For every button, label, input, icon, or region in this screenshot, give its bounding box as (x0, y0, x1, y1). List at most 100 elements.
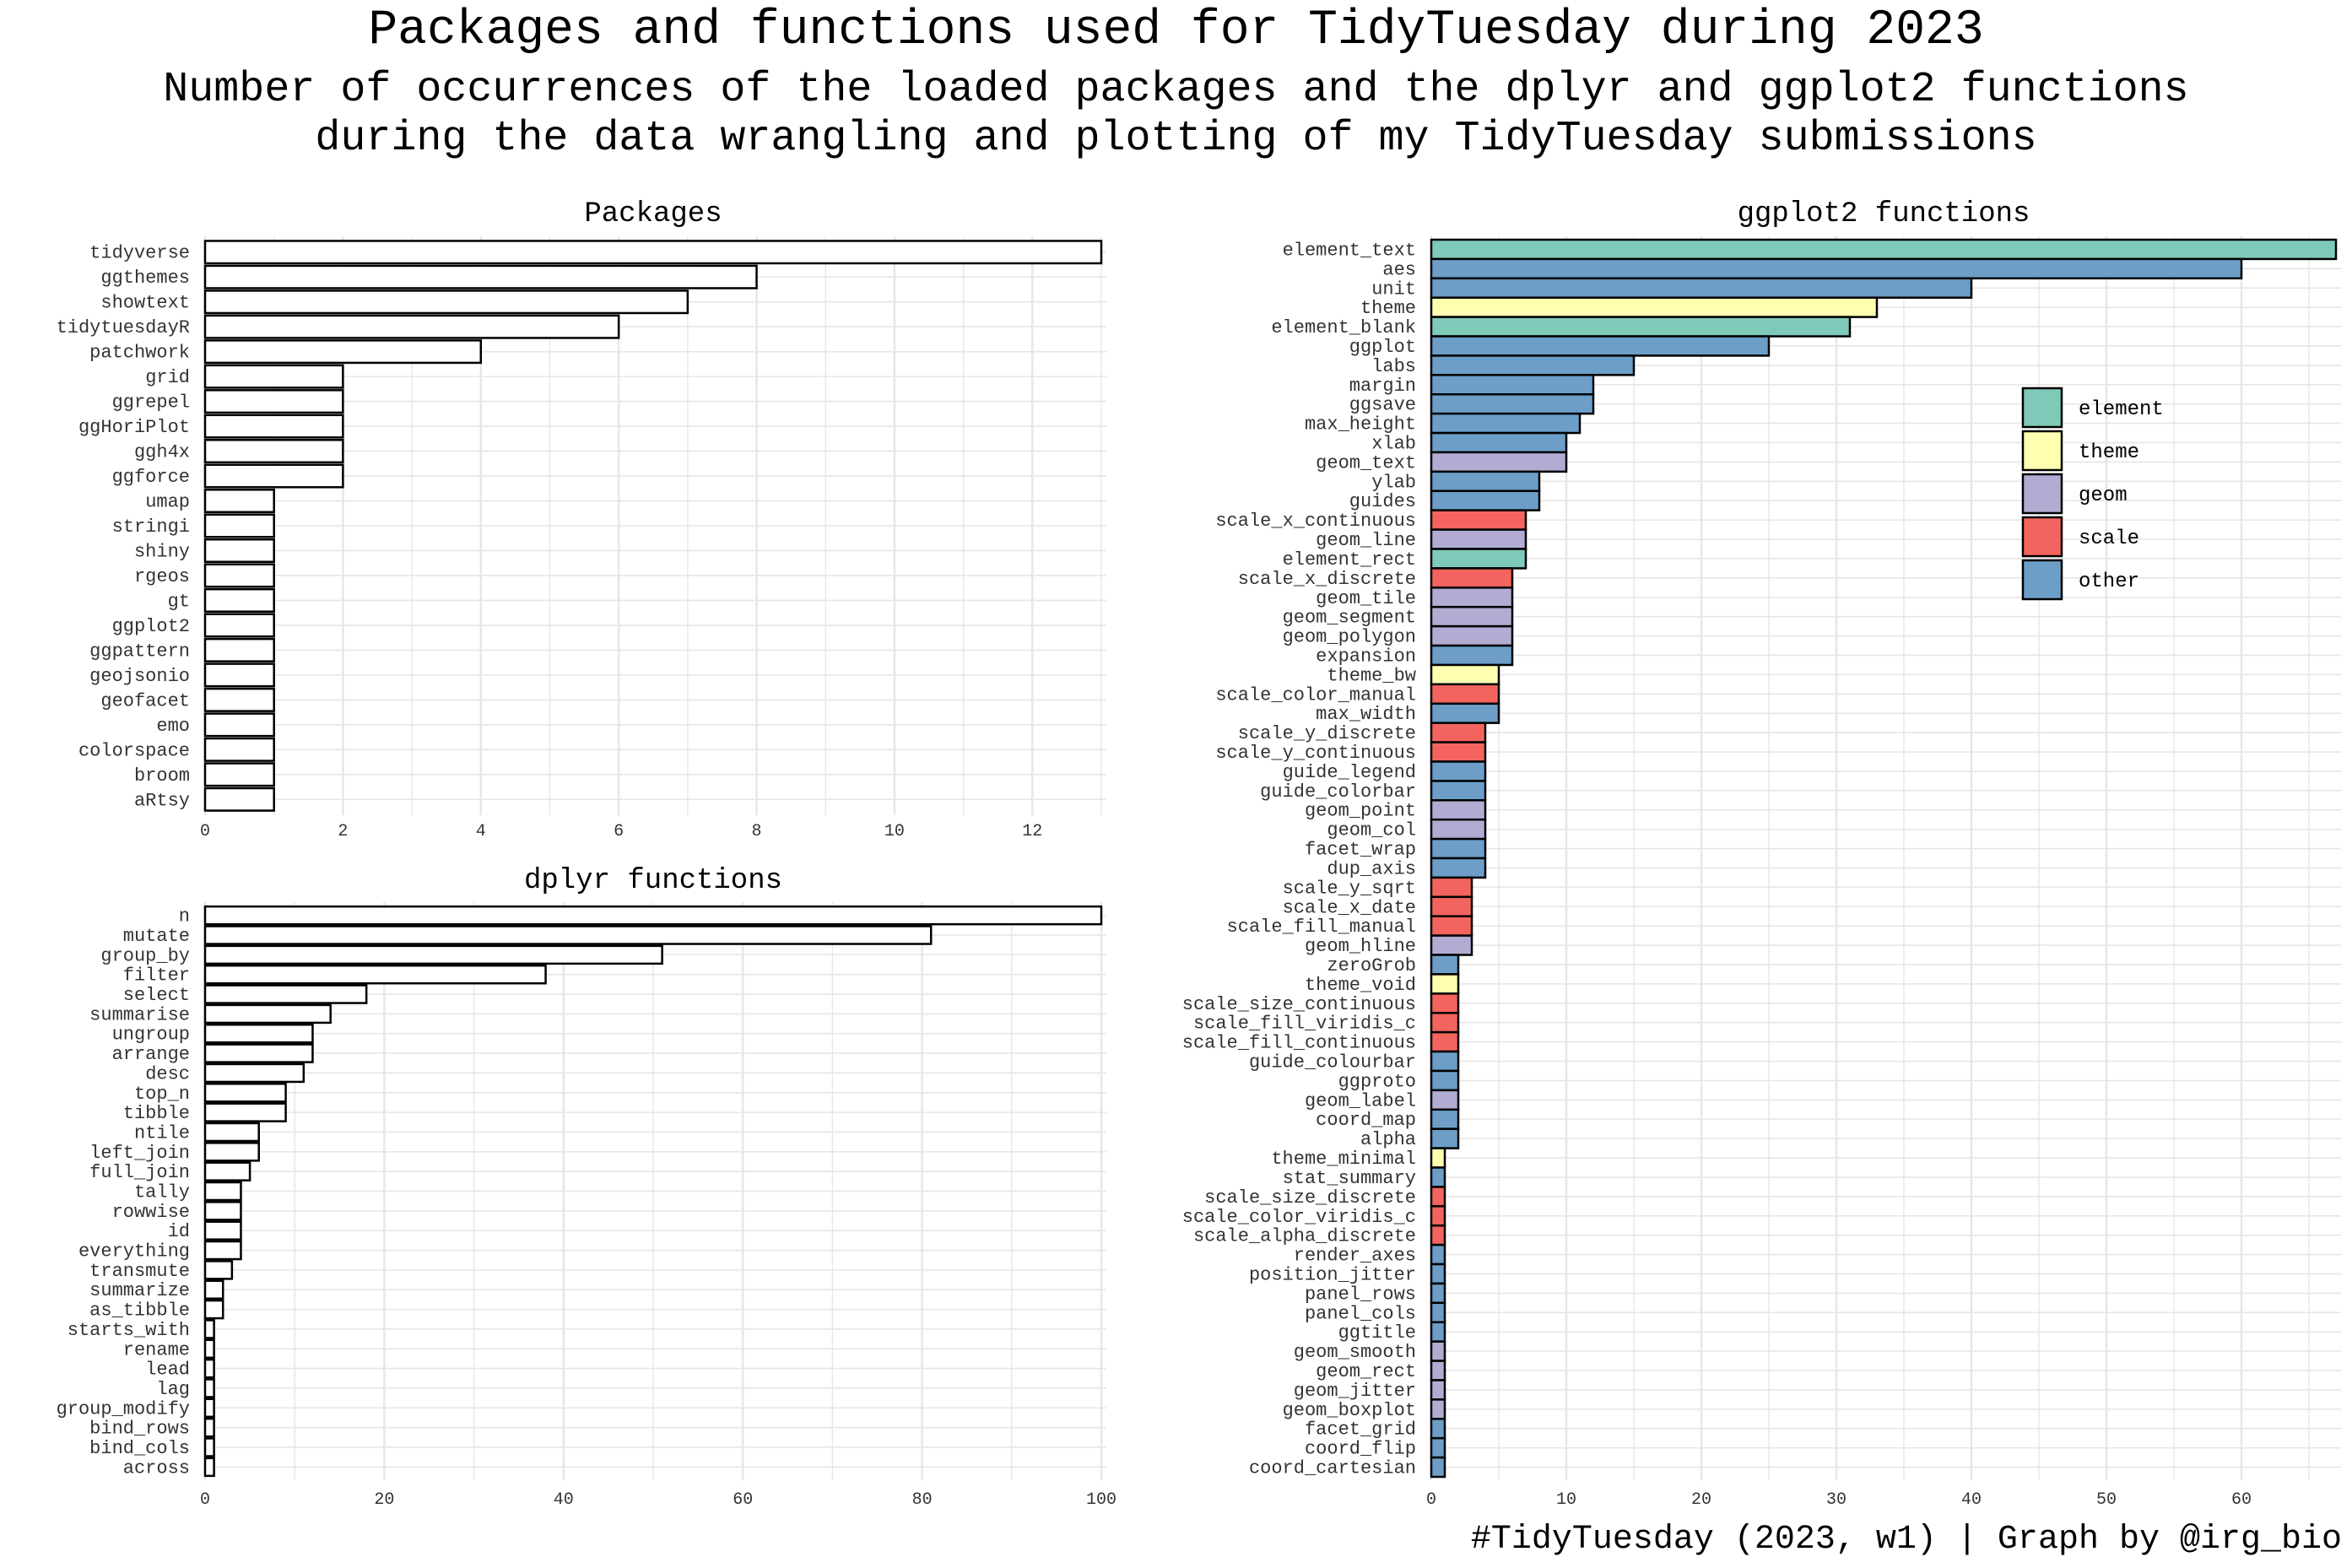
bar-stat_summary (1430, 1166, 1446, 1188)
category-label: bind_cols (89, 1438, 190, 1459)
bar-element_rect (1430, 548, 1527, 570)
bar-summarize (203, 1279, 224, 1300)
legend-key-theme (2021, 430, 2063, 472)
category-label: full_join (89, 1162, 190, 1183)
bar-scale_x_date (1430, 895, 1473, 917)
bar-ungroup (203, 1023, 314, 1044)
bar-theme (1430, 296, 1879, 318)
bar-render_axes (1430, 1243, 1446, 1266)
category-label: ggproto (1338, 1071, 1416, 1092)
bar-umap (203, 489, 275, 514)
bar-theme_void (1430, 973, 1460, 995)
bar-scale_fill_viridis_c (1430, 1012, 1460, 1034)
bar-scale_size_continuous (1430, 992, 1460, 1014)
legend-label-other: other (2079, 570, 2139, 593)
bar-geofacet (203, 687, 275, 712)
legend-key-geom (2021, 473, 2063, 515)
category-label: group_by (100, 945, 190, 966)
category-label: group_modify (57, 1398, 190, 1419)
bar-geom_boxplot (1430, 1398, 1446, 1420)
bar-arrange (203, 1043, 314, 1063)
bar-labs (1430, 354, 1636, 376)
bar-ggplot (1430, 335, 1771, 357)
x-tick-label: 6 (614, 822, 624, 841)
category-label: rgeos (134, 566, 190, 587)
bar-geom_jitter (1430, 1379, 1446, 1401)
bar-ntile (203, 1122, 260, 1143)
category-label: everything (78, 1241, 190, 1263)
category-label: summarise (89, 1004, 190, 1025)
category-label: geom_rect (1316, 1361, 1416, 1382)
category-label: scale_x_discrete (1238, 569, 1416, 590)
x-tick-label: 4 (476, 822, 486, 841)
chart-subtitle: Number of occurrences of the loaded pack… (0, 66, 2352, 164)
bar-unit (1430, 277, 1973, 299)
bar-emo (203, 712, 275, 738)
bar-rowwise (203, 1201, 242, 1221)
category-label: tidyverse (89, 243, 190, 264)
category-label: scale_y_sqrt (1283, 878, 1416, 899)
bar-tibble (203, 1102, 287, 1122)
x-tick-label: 40 (1961, 1490, 1982, 1510)
category-label: scale_x_continuous (1215, 511, 1416, 532)
bar-scale_y_sqrt (1430, 876, 1473, 899)
bar-coord_flip (1430, 1436, 1446, 1459)
bar-across (203, 1457, 215, 1478)
category-label: geom_point (1305, 801, 1416, 822)
panel-title-1: dplyr functions (524, 865, 782, 897)
category-label: theme_void (1305, 975, 1416, 996)
category-label: geom_smooth (1294, 1342, 1416, 1363)
category-label: render_axes (1294, 1246, 1416, 1267)
x-tick-label: 8 (752, 822, 762, 841)
bar-scale_fill_continuous (1430, 1030, 1460, 1053)
bar-geom_tile (1430, 587, 1514, 608)
category-label: ylab (1371, 472, 1416, 493)
category-label: filter (123, 965, 190, 987)
bar-left_join (203, 1142, 260, 1162)
bar-top_n (203, 1083, 287, 1103)
panel-title-2: ggplot2 functions (1738, 198, 2030, 230)
category-label: tibble (123, 1103, 190, 1124)
category-label: scale_fill_viridis_c (1193, 1014, 1416, 1035)
category-label: aes (1382, 259, 1416, 280)
bar-summarise (203, 1003, 332, 1025)
bar-mutate (203, 925, 933, 945)
category-label: element_text (1283, 240, 1416, 261)
category-label: colorspace (78, 740, 190, 761)
bar-expansion (1430, 644, 1514, 667)
bar-max_height (1430, 412, 1582, 435)
bar-element_text (1430, 238, 2338, 261)
bar-tidytuesdayR (203, 314, 620, 339)
category-label: lead (145, 1360, 190, 1381)
bar-scale_x_continuous (1430, 509, 1527, 531)
bar-group_modify (203, 1398, 215, 1419)
bar-rgeos (203, 563, 275, 588)
category-label: ggHoriPlot (78, 417, 190, 438)
category-label: facet_wrap (1305, 840, 1416, 861)
bar-geom_polygon (1430, 624, 1514, 647)
bar-n (203, 905, 1103, 926)
category-label: n (179, 906, 190, 927)
category-label: broom (134, 765, 190, 787)
bar-showtext (203, 289, 689, 315)
category-label: labs (1371, 356, 1416, 377)
category-label: scale_y_discrete (1238, 723, 1416, 744)
category-label: ggplot2 (112, 616, 190, 637)
category-label: ggh4x (134, 442, 190, 463)
bar-id (203, 1220, 242, 1241)
category-label: geofacet (100, 690, 190, 711)
bar-gt (203, 587, 275, 613)
category-label: scale_fill_manual (1227, 916, 1416, 938)
category-label: element_blank (1271, 317, 1416, 338)
legend-key-element (2021, 387, 2063, 429)
bar-lag (203, 1378, 215, 1398)
bar-as_tibble (203, 1299, 224, 1320)
category-label: geom_col (1327, 820, 1416, 841)
panel-title-0: Packages (584, 198, 722, 230)
category-label: left_join (89, 1143, 190, 1164)
category-label: scale_color_manual (1215, 684, 1416, 706)
category-label: theme_bw (1327, 665, 1416, 686)
bar-grid (203, 364, 344, 389)
bar-scale_size_discrete (1430, 1186, 1446, 1208)
category-label: ntile (134, 1122, 190, 1144)
